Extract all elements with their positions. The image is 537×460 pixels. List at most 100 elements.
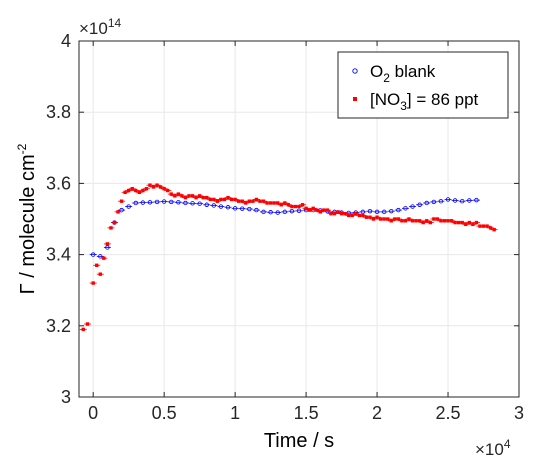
legend-label-o2-blank: O2 blank [370, 62, 436, 85]
data-point [297, 204, 301, 209]
data-point [453, 220, 457, 225]
y-tick-label: 3.8 [46, 102, 71, 122]
plot-frame [78, 40, 520, 398]
data-point [336, 210, 340, 214]
data-point [254, 197, 259, 202]
data-point [403, 219, 408, 223]
data-point [481, 224, 486, 228]
data-point [452, 198, 458, 203]
data-point [268, 201, 273, 205]
data-point [169, 199, 174, 205]
legend-box [337, 51, 509, 119]
legend: O2 blank [NO3] = 86 ppt [337, 51, 509, 119]
data-point [183, 195, 188, 200]
data-point [375, 215, 379, 219]
data-point [236, 199, 241, 203]
data-point [254, 207, 259, 213]
data-point [435, 217, 440, 221]
data-point [161, 199, 167, 204]
data-point [467, 198, 472, 203]
data-point [190, 201, 195, 206]
data-point [322, 208, 326, 212]
data-point [183, 200, 188, 206]
data-point [368, 215, 372, 219]
data-point [261, 199, 266, 203]
data-point [421, 220, 425, 225]
data-point [346, 213, 351, 218]
y-tick-label: 3.2 [46, 316, 71, 336]
data-point [81, 327, 85, 332]
x-tick-label: 0 [88, 403, 98, 423]
data-point [417, 219, 422, 223]
data-point [290, 204, 294, 209]
data-point [225, 205, 231, 210]
data-point [283, 201, 287, 205]
data-point [126, 188, 131, 193]
data-point [357, 213, 362, 218]
y-tick-label: 3.4 [46, 245, 71, 265]
data-point [282, 209, 288, 215]
data-point [410, 204, 415, 209]
data-point [169, 192, 173, 196]
data-point [407, 217, 411, 221]
data-point [414, 219, 418, 223]
data-point [240, 206, 245, 211]
y-tick-label: 4 [61, 31, 71, 51]
data-point [180, 194, 184, 198]
x-axis-exponent: ×104 [475, 437, 511, 459]
data-point [123, 190, 127, 194]
data-point [208, 197, 212, 202]
data-point [456, 220, 461, 225]
data-point [381, 209, 387, 215]
data-point [307, 208, 312, 212]
legend-marker-o2-blank [352, 68, 358, 74]
data-point [361, 213, 365, 218]
x-tick-label: 2 [372, 403, 382, 423]
data-point [137, 190, 142, 194]
data-point [396, 207, 401, 213]
data-point [293, 204, 298, 209]
data-point [265, 201, 269, 205]
data-point [432, 217, 436, 221]
data-point [148, 183, 152, 187]
data-point [478, 224, 482, 228]
data-point [268, 210, 273, 215]
data-point [343, 211, 347, 216]
data-point [211, 203, 217, 208]
y-tick-label: 3.6 [46, 173, 71, 193]
data-point [229, 197, 234, 202]
data-point [176, 200, 181, 205]
data-point [371, 217, 376, 221]
data-point [332, 211, 337, 216]
data-point [286, 203, 291, 207]
y-axis-exponent: ×1014 [79, 16, 122, 38]
data-point [296, 208, 302, 214]
data-point [140, 200, 146, 205]
data-point [460, 220, 464, 225]
axis-ticks: 0 0.5 1 1.5 2 2.5 3 3 3.2 3.4 3.6 3.8 4 [46, 31, 524, 423]
data-point [91, 281, 95, 285]
data-point [275, 210, 280, 215]
data-point [300, 203, 305, 207]
data-point [329, 211, 333, 216]
data-point [354, 211, 358, 216]
data-point [197, 201, 202, 206]
data-point [276, 201, 280, 205]
data-point [215, 199, 220, 203]
data-point [467, 220, 472, 225]
x-tick-label: 0.5 [152, 403, 177, 423]
x-tick-label: 1 [230, 403, 240, 423]
data-point [304, 206, 308, 211]
data-point [445, 197, 451, 202]
data-point [116, 210, 120, 214]
data-point [232, 206, 238, 211]
data-point [272, 201, 276, 205]
data-point [279, 203, 283, 207]
data-point [95, 263, 99, 267]
data-point [126, 204, 131, 209]
data-point [247, 199, 252, 203]
data-point [439, 219, 443, 223]
data-point [446, 219, 450, 223]
data-point [417, 202, 422, 207]
